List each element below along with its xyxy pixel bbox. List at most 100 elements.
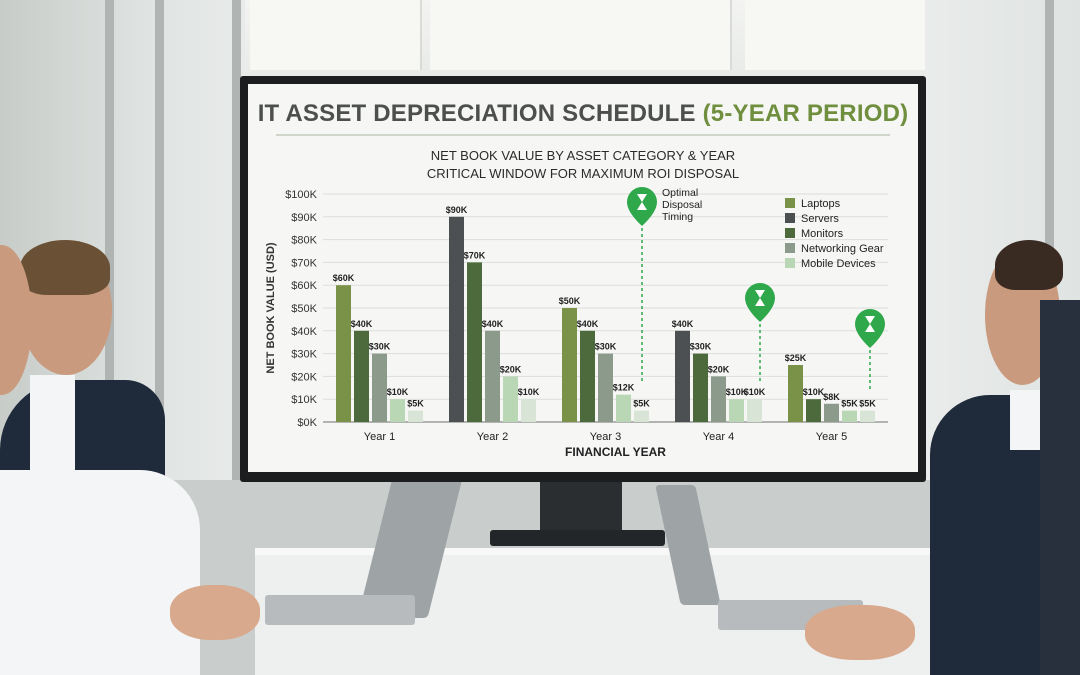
bar-value-label: $5K (841, 399, 858, 409)
bar-value-label: $8K (823, 392, 840, 402)
hourglass-icon (755, 290, 765, 306)
y-tick-label: $80K (291, 235, 317, 247)
hands-left (170, 585, 260, 640)
bar-value-label: $5K (407, 399, 424, 409)
x-axis-label: FINANCIAL YEAR (565, 445, 666, 459)
hourglass-icon (865, 316, 875, 332)
depreciation-bar-chart: $0K $10K $20K $30K $40K $50K $60K $70K $80K $90K $… (265, 187, 888, 459)
legend-label: Mobile Devices (801, 258, 876, 270)
monitor-stand-base (490, 530, 665, 546)
x-tick-label: Year 2 (477, 431, 508, 443)
ceiling-panel (250, 0, 422, 70)
x-tick-label: Year 1 (364, 431, 395, 443)
bar (408, 410, 423, 422)
y-tick-label: $20K (291, 371, 317, 383)
y-axis-label: NET BOOK VALUE (USD) (265, 242, 277, 374)
table-edge (255, 548, 945, 558)
y-tick-label: $100K (285, 189, 317, 201)
bar-value-label: $30K (595, 342, 617, 352)
bar-value-label: $12K (613, 383, 635, 393)
bar-value-label: $10K (387, 387, 409, 397)
y-tick-label: $70K (291, 257, 317, 269)
bar-value-label: $25K (785, 353, 807, 363)
slide-title: IT ASSET DEPRECIATION SCHEDULE (5-YEAR P… (248, 100, 918, 128)
legend-swatch (785, 243, 795, 253)
y-tick-label: $10K (291, 394, 317, 406)
bar (747, 399, 762, 422)
bar (503, 376, 518, 422)
monitor-stand (540, 478, 622, 538)
bar-value-label: $20K (500, 364, 522, 374)
bar-value-label: $40K (351, 319, 373, 329)
legend-swatch (785, 258, 795, 268)
x-tick-label: Year 4 (703, 431, 734, 443)
bar-value-label: $40K (577, 319, 599, 329)
bar-value-label: $90K (446, 205, 468, 215)
bar (860, 410, 875, 422)
legend-label: Networking Gear (801, 243, 884, 255)
title-underline (276, 134, 890, 136)
presentation-screen: IT ASSET DEPRECIATION SCHEDULE (5-YEAR P… (248, 84, 918, 472)
y-tick-label: $0K (297, 417, 317, 429)
bar (485, 330, 500, 422)
bar (336, 285, 351, 422)
y-tick-label: $30K (291, 349, 317, 361)
bar (467, 262, 482, 422)
chart-subtitle-2: CRITICAL WINDOW FOR MAXIMUM ROI DISPOSAL (426, 166, 740, 181)
bar (616, 394, 631, 422)
bar-value-label: $10K (726, 387, 748, 397)
bar-value-label: $40K (672, 319, 694, 329)
bar-value-label: $70K (464, 250, 486, 260)
bar-value-label: $60K (333, 273, 355, 283)
marker-annotation-text: Disposal (662, 199, 702, 211)
bar (580, 330, 595, 422)
bar (449, 216, 464, 422)
bar (806, 399, 821, 422)
x-tick-label: Year 3 (590, 431, 621, 443)
laptop-base-left (265, 595, 415, 625)
person-left-hair (20, 240, 110, 295)
bar-value-label: $50K (559, 296, 581, 306)
bar (693, 353, 708, 422)
bar-value-label: $10K (744, 387, 766, 397)
bar (390, 399, 405, 422)
ceiling-panel (430, 0, 732, 70)
marker-annotation-text: Timing (662, 211, 693, 223)
legend-label: Servers (801, 213, 839, 225)
bar (842, 410, 857, 422)
bar (824, 403, 839, 422)
x-tick-label: Year 5 (816, 431, 847, 443)
y-tick-label: $40K (291, 326, 317, 338)
slide-title-main: IT ASSET DEPRECIATION SCHEDULE (257, 100, 696, 127)
bar-value-label: $10K (518, 387, 540, 397)
bar-value-label: $40K (482, 319, 504, 329)
slide-title-accent: (5-YEAR PERIOD) (702, 100, 909, 127)
y-tick-label: $50K (291, 303, 317, 315)
y-tick-label: $60K (291, 280, 317, 292)
legend-label: Laptops (801, 198, 841, 210)
legend-swatch (785, 198, 795, 208)
bar (788, 365, 803, 422)
hands-right (805, 605, 915, 660)
bar (634, 410, 649, 422)
glass-frame (155, 0, 164, 675)
chart-subtitle-1: NET BOOK VALUE BY ASSET CATEGORY & YEAR (430, 148, 736, 163)
bar (354, 330, 369, 422)
glass-frame (105, 0, 114, 675)
marker-annotation-text: Optimal (662, 187, 698, 199)
person-far-right (1040, 300, 1080, 675)
person-front-left-shirt (0, 470, 200, 675)
bar (598, 353, 613, 422)
bar (372, 353, 387, 422)
legend-label: Monitors (801, 228, 844, 240)
bar-value-label: $20K (708, 364, 730, 374)
y-tick-label: $90K (291, 212, 317, 224)
ceiling-panel (745, 0, 927, 70)
bar (562, 308, 577, 422)
bar-value-label: $5K (859, 399, 876, 409)
legend-swatch (785, 213, 795, 223)
bar-value-label: $5K (633, 399, 650, 409)
bar-value-label: $10K (803, 387, 825, 397)
tv-monitor: IT ASSET DEPRECIATION SCHEDULE (5-YEAR P… (240, 76, 926, 482)
bar-value-label: $30K (690, 342, 712, 352)
